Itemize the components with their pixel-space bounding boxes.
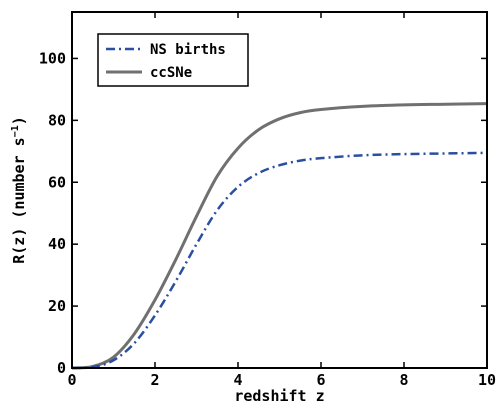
- x-tick-label: 8: [399, 371, 408, 389]
- y-tick-label: 80: [48, 111, 66, 129]
- x-tick-label: 10: [478, 371, 496, 389]
- y-axis-title-exponent: −1: [10, 125, 21, 137]
- y-axis-title: R(z) (number s−1): [10, 116, 28, 264]
- x-tick-label: 2: [150, 371, 159, 389]
- y-tick-label: 100: [39, 49, 66, 67]
- legend-box: [97, 33, 249, 87]
- plot-frame: [71, 11, 488, 369]
- series-line-ns-births: [71, 151, 488, 370]
- legend-label-ns-births: NS births: [150, 42, 226, 58]
- x-tick-label: 6: [316, 371, 325, 389]
- series-line-ccsne: [71, 102, 488, 370]
- y-tick-label: 40: [48, 235, 66, 253]
- legend-label-ccsne: ccSNe: [150, 65, 192, 81]
- x-tick-label: 0: [67, 371, 76, 389]
- y-axis-title-main: R(z) (number s: [10, 137, 28, 263]
- x-tick-label: 4: [233, 371, 242, 389]
- series-layer: [71, 102, 488, 370]
- y-tick-label: 20: [48, 297, 66, 315]
- y-axis-title-close: ): [10, 116, 28, 125]
- legend: NS births ccSNe: [97, 33, 249, 87]
- x-axis-title: redshift z: [234, 387, 324, 405]
- y-tick-label: 0: [57, 359, 66, 377]
- y-tick-label: 60: [48, 173, 66, 191]
